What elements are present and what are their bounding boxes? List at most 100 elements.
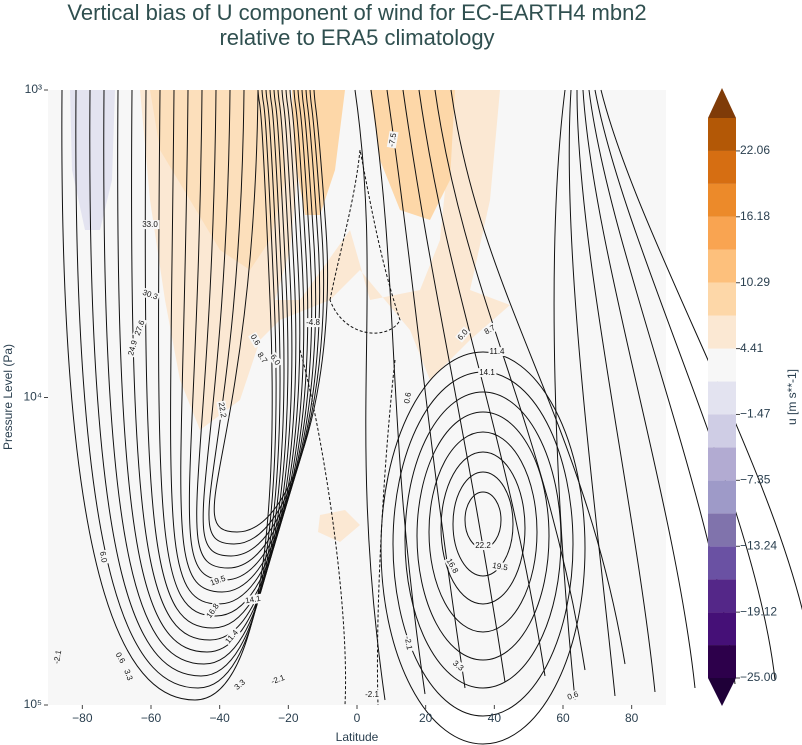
- contour-label-bg: [490, 560, 511, 573]
- contour-line: [213, 89, 329, 533]
- contour-line: [402, 89, 696, 689]
- contour-line: [158, 89, 301, 617]
- contour-line: [380, 351, 586, 745]
- contour-label: -7.5: [387, 132, 398, 148]
- contour-line: [428, 431, 538, 633]
- contour-line: [354, 89, 576, 701]
- contour-label: -2.1: [365, 690, 379, 699]
- contour-line: [452, 471, 514, 577]
- x-tick-label: 60: [556, 711, 570, 725]
- x-tick-label: −80: [72, 711, 93, 725]
- contour-label-bg: [481, 322, 499, 337]
- y-tick-label: 10³: [25, 82, 42, 96]
- contour-label-bg: [455, 326, 471, 343]
- contour-label: 19.5: [492, 561, 509, 573]
- colorbar-tick-label: 16.18: [740, 209, 770, 223]
- contour-label: 22.2: [475, 541, 491, 550]
- contour-label: -2.1: [403, 635, 414, 651]
- contour-line: [299, 349, 396, 706]
- contour-label-bg: [231, 676, 249, 693]
- colorbar-band: [708, 480, 736, 514]
- contour-label-bg: [208, 573, 229, 588]
- colorbar-band: [708, 249, 736, 283]
- contour-line: [89, 89, 281, 677]
- contour-line: [386, 89, 656, 693]
- contour-label-bg: [222, 626, 241, 647]
- colorbar-tick-label: 10.29: [740, 275, 770, 289]
- colorbar-band: [708, 612, 736, 646]
- contour-label-bg: [132, 317, 148, 338]
- contour-label-bg: [97, 549, 110, 565]
- colorbar-band: [708, 381, 736, 415]
- colorbar-tick-label: 22.06: [740, 143, 770, 157]
- chart-title: Vertical bias of U component of wind for…: [67, 0, 646, 25]
- contour-label-bg: [126, 337, 140, 358]
- contour-label-bg: [203, 600, 222, 621]
- colorbar-extend: [708, 678, 736, 706]
- contour-label-bg: [243, 593, 263, 606]
- contour-line: [196, 89, 317, 569]
- contour-line: [370, 89, 616, 697]
- x-tick-label: 40: [488, 711, 502, 725]
- contour-label-bg: [113, 649, 128, 667]
- contour-label: 33.0: [142, 220, 158, 229]
- contour-label-bg: [267, 351, 284, 369]
- colorbar-band: [708, 348, 736, 382]
- colorbar-tick-label: −13.24: [740, 538, 777, 552]
- contour-label-bg: [141, 220, 160, 230]
- colorbar-extend: [708, 88, 736, 118]
- contour-label-bg: [386, 130, 399, 149]
- contour-label-bg: [248, 331, 263, 349]
- contour-label-bg: [444, 555, 461, 577]
- contour-label: 14.1: [479, 368, 495, 377]
- contour-line: [170, 89, 305, 605]
- contour-label-bg: [402, 390, 414, 406]
- x-tick-label: −20: [278, 711, 299, 725]
- colorbar-band: [708, 150, 736, 184]
- chart-title: relative to ERA5 climatology: [219, 25, 494, 50]
- contour-label-bg: [565, 688, 582, 703]
- colorbar-band: [708, 282, 736, 316]
- colorbar-band: [708, 645, 736, 678]
- colorbar-tick-label: −19.12: [740, 604, 777, 618]
- contour-label: 14.1: [244, 594, 261, 606]
- plot-area: [48, 90, 666, 705]
- contour-label-bg: [450, 658, 467, 674]
- colorbar-band: [708, 118, 736, 151]
- contour-line: [180, 89, 309, 593]
- contour-label: -2.1: [52, 649, 63, 665]
- contour-label: 22.2: [217, 401, 229, 418]
- colorbar-band: [708, 414, 736, 448]
- contour-line: [75, 89, 277, 689]
- colorbar-tick-label: −7.35: [740, 472, 771, 486]
- contour-line: [416, 411, 550, 661]
- x-tick-label: −60: [141, 711, 162, 725]
- colorbar-band: [708, 216, 736, 250]
- colorbar-band: [708, 315, 736, 349]
- contour-label-bg: [254, 349, 271, 367]
- colorbar-band: [708, 183, 736, 217]
- colorbar-band: [708, 447, 736, 481]
- y-axis-label: Pressure Level (Pa): [1, 344, 15, 450]
- contour-label: -4.8: [306, 318, 320, 327]
- contour-label-bg: [51, 647, 64, 666]
- contour-label: 0.6: [566, 689, 580, 701]
- contour-line: [117, 89, 289, 653]
- contour-label-bg: [402, 634, 415, 653]
- x-tick-label: 0: [354, 711, 361, 725]
- contour-line: [144, 89, 297, 629]
- colorbar-label: u [m s**-1]: [785, 369, 799, 425]
- colorbar-tick-label: 4.41: [740, 341, 764, 355]
- contour-line: [202, 89, 321, 557]
- contour-label-bg: [474, 541, 493, 551]
- contour-label-bg: [364, 690, 381, 700]
- contour-label: 6.0: [98, 551, 109, 564]
- colorbar-band: [708, 513, 736, 547]
- contour-label-bg: [478, 368, 497, 378]
- contour-line: [188, 89, 313, 581]
- contour-label-bg: [305, 318, 322, 328]
- contour-label-bg: [216, 400, 229, 420]
- contour-label-bg: [140, 287, 161, 303]
- colorbar-tick-label: −25.00: [740, 670, 777, 684]
